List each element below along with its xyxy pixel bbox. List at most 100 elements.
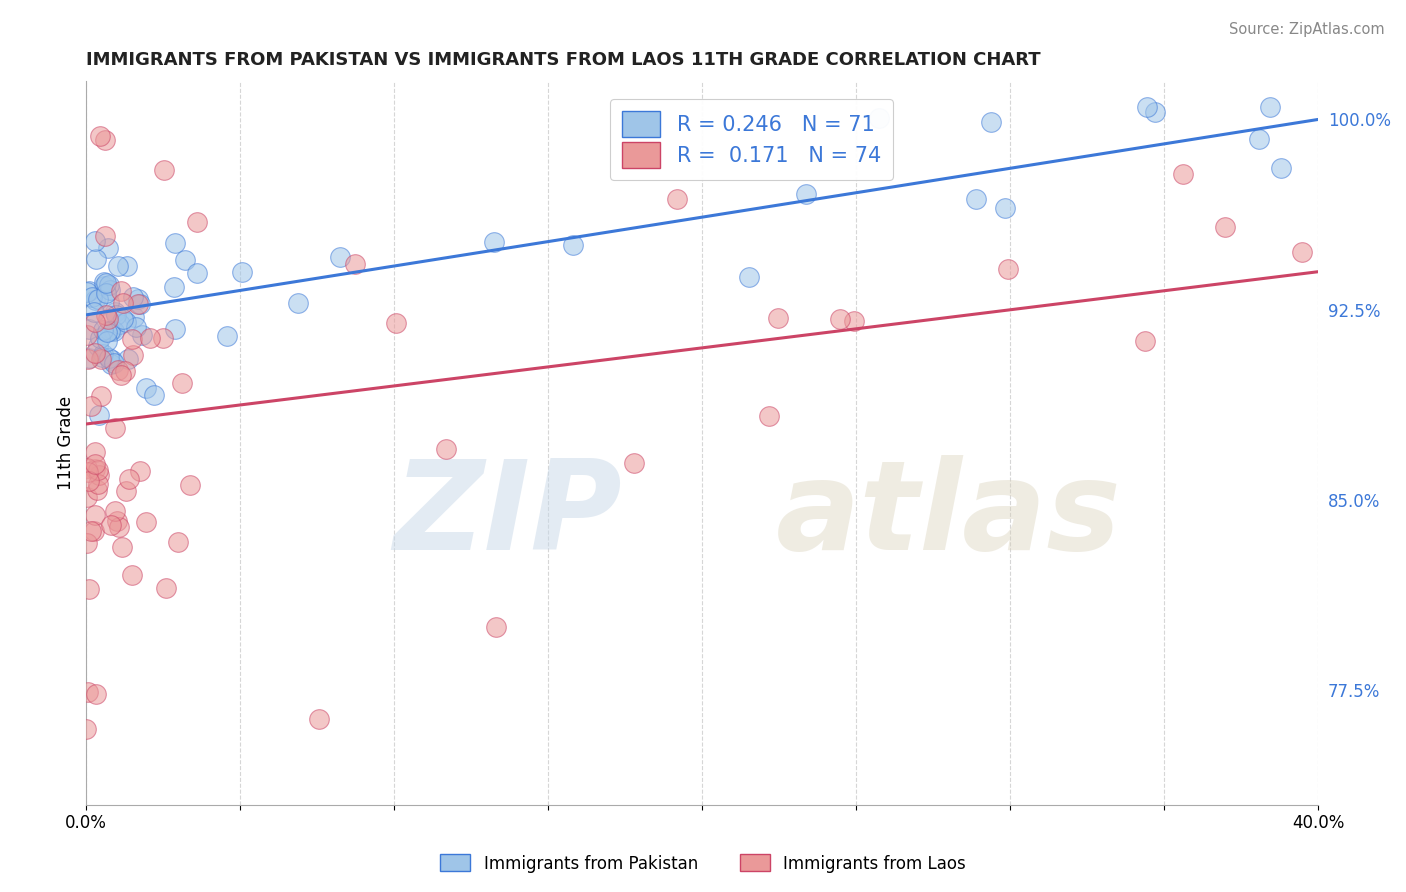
Text: atlas: atlas <box>776 455 1122 576</box>
Point <box>114 483 136 498</box>
Point <box>89 467 111 482</box>
Point <box>174 252 197 267</box>
Point <box>97 294 120 309</box>
Point <box>93 275 115 289</box>
Point <box>80 290 103 304</box>
Point <box>77 685 100 699</box>
Point <box>165 235 187 250</box>
Point <box>97 241 120 255</box>
Point <box>83 234 105 248</box>
Point <box>108 317 131 331</box>
Point <box>485 620 508 634</box>
Point <box>76 285 98 299</box>
Point <box>217 328 239 343</box>
Point <box>794 186 817 201</box>
Point <box>121 333 143 347</box>
Point <box>104 305 127 319</box>
Point <box>768 311 790 326</box>
Point <box>96 334 118 349</box>
Point <box>121 348 143 362</box>
Point <box>135 381 157 395</box>
Point <box>87 463 110 477</box>
Point <box>186 267 208 281</box>
Point <box>179 478 201 492</box>
Point <box>1136 100 1159 114</box>
Point <box>84 315 107 329</box>
Point <box>105 514 128 528</box>
Point <box>1173 167 1195 181</box>
Point <box>84 444 107 458</box>
Point <box>84 252 107 266</box>
Point <box>94 276 117 290</box>
Legend: R = 0.246   N = 71, R =  0.171   N = 74: R = 0.246 N = 71, R = 0.171 N = 74 <box>610 99 893 180</box>
Point <box>76 327 98 342</box>
Point <box>94 286 117 301</box>
Point <box>91 350 114 364</box>
Point <box>111 540 134 554</box>
Point <box>129 297 152 311</box>
Point <box>98 324 121 338</box>
Point <box>86 483 108 497</box>
Point <box>83 462 105 476</box>
Point <box>96 308 118 322</box>
Point <box>103 325 125 339</box>
Text: Source: ZipAtlas.com: Source: ZipAtlas.com <box>1229 22 1385 37</box>
Point <box>1247 132 1270 146</box>
Point <box>1291 245 1313 260</box>
Point <box>87 292 110 306</box>
Point <box>155 581 177 595</box>
Point <box>80 524 103 538</box>
Point <box>89 331 111 345</box>
Point <box>104 308 127 322</box>
Point <box>738 269 761 284</box>
Point <box>163 322 186 336</box>
Point <box>994 202 1017 216</box>
Point <box>135 516 157 530</box>
Point <box>562 238 585 252</box>
Point <box>98 351 121 365</box>
Point <box>87 476 110 491</box>
Point <box>84 687 107 701</box>
Point <box>842 314 865 328</box>
Point <box>344 257 367 271</box>
Point <box>139 330 162 344</box>
Point <box>1135 334 1157 348</box>
Point <box>96 325 118 339</box>
Point <box>385 316 408 330</box>
Point <box>101 353 124 368</box>
Point <box>117 472 139 486</box>
Point <box>77 284 100 298</box>
Point <box>94 229 117 244</box>
Point <box>1258 100 1281 114</box>
Point <box>97 277 120 292</box>
Point <box>83 524 105 538</box>
Point <box>77 351 100 366</box>
Point <box>80 399 103 413</box>
Point <box>76 536 98 550</box>
Point <box>131 328 153 343</box>
Point <box>75 723 97 737</box>
Point <box>997 262 1019 277</box>
Point <box>152 163 174 178</box>
Point <box>172 376 194 391</box>
Point <box>87 339 110 353</box>
Point <box>84 346 107 360</box>
Point <box>758 409 780 423</box>
Point <box>103 355 125 369</box>
Point <box>84 457 107 471</box>
Point <box>1143 105 1166 120</box>
Point <box>76 461 98 475</box>
Point <box>127 297 149 311</box>
Point <box>128 464 150 478</box>
Point <box>94 133 117 147</box>
Point <box>111 296 134 310</box>
Point <box>121 567 143 582</box>
Point <box>107 363 129 377</box>
Y-axis label: 11th Grade: 11th Grade <box>58 396 75 490</box>
Point <box>163 279 186 293</box>
Point <box>115 259 138 273</box>
Point <box>110 368 132 383</box>
Point <box>89 128 111 143</box>
Point <box>965 192 987 206</box>
Point <box>115 315 138 329</box>
